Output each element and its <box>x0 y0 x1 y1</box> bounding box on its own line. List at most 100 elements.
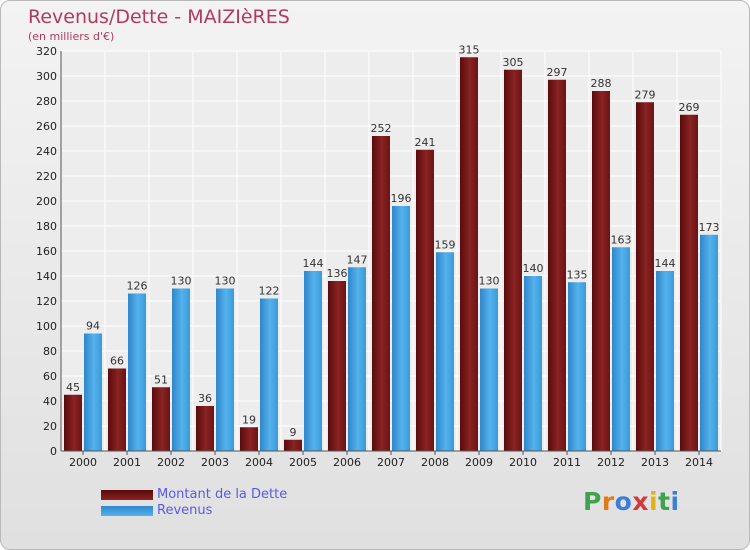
bar-revenus <box>172 288 190 451</box>
legend-label-dette: Montant de la Dette <box>157 487 288 502</box>
data-label-dette: 19 <box>242 413 256 426</box>
data-label-dette: 305 <box>503 56 524 69</box>
y-tick-label: 280 <box>36 95 57 108</box>
data-label-revenus: 196 <box>391 192 412 205</box>
data-label-dette: 36 <box>198 392 212 405</box>
data-label-dette: 252 <box>371 122 392 135</box>
data-label-dette: 45 <box>66 381 80 394</box>
y-tick-label: 260 <box>36 120 57 133</box>
x-tick-label: 2003 <box>201 456 229 469</box>
y-tick-label: 120 <box>36 295 57 308</box>
data-label-revenus: 135 <box>567 268 588 281</box>
data-label-revenus: 163 <box>611 233 632 246</box>
gridlines <box>60 50 722 452</box>
x-tick-label: 2014 <box>685 456 713 469</box>
x-tick-label: 2005 <box>289 456 317 469</box>
bar-dette <box>592 91 610 451</box>
data-label-dette: 136 <box>327 267 348 280</box>
bar-revenus <box>612 247 630 451</box>
bar-dette <box>328 281 346 451</box>
y-tick-label: 80 <box>43 345 57 358</box>
data-label-revenus: 130 <box>215 275 236 288</box>
y-tick-label: 140 <box>36 270 57 283</box>
y-tick-label: 200 <box>36 195 57 208</box>
proxiti-logo: Proxiti <box>583 487 680 516</box>
legend-swatch-revenus <box>101 506 153 516</box>
data-label-dette: 288 <box>591 77 612 90</box>
legend-label-revenus: Revenus <box>157 503 213 518</box>
data-label-dette: 279 <box>635 88 656 101</box>
x-tick-label: 2013 <box>641 456 669 469</box>
logo-letter: i <box>649 487 659 516</box>
data-label-dette: 315 <box>459 43 480 56</box>
bars: 4594661265113036130191229144136147252196… <box>64 43 720 451</box>
bar-revenus <box>436 252 454 451</box>
data-label-revenus: 159 <box>435 238 456 251</box>
bar-revenus <box>656 271 674 451</box>
bar-dette <box>372 136 390 451</box>
y-tick-label: 320 <box>36 45 57 58</box>
bar-dette <box>108 368 126 451</box>
x-tick-label: 2012 <box>597 456 625 469</box>
logo-letter: P <box>583 487 602 516</box>
logo-letter: x <box>632 487 649 516</box>
y-tick-label: 240 <box>36 145 57 158</box>
bar-revenus <box>260 298 278 451</box>
x-tick-label: 2009 <box>465 456 493 469</box>
data-label-revenus: 126 <box>127 280 148 293</box>
bar-revenus <box>216 288 234 451</box>
y-tick-label: 0 <box>50 445 57 458</box>
y-tick-label: 220 <box>36 170 57 183</box>
bar-revenus <box>700 234 718 451</box>
data-label-revenus: 147 <box>347 253 368 266</box>
bar-revenus <box>84 333 102 451</box>
data-label-dette: 297 <box>547 66 568 79</box>
x-tick-label: 2008 <box>421 456 449 469</box>
bar-revenus <box>348 267 366 451</box>
x-tick-label: 2002 <box>157 456 185 469</box>
bar-dette <box>284 439 302 451</box>
data-label-dette: 51 <box>154 373 168 386</box>
bar-revenus <box>392 206 410 451</box>
bar-dette <box>416 149 434 451</box>
bar-revenus <box>568 282 586 451</box>
bar-dette <box>548 79 566 451</box>
bar-dette <box>152 387 170 451</box>
data-label-dette: 241 <box>415 136 436 149</box>
data-label-dette: 269 <box>679 101 700 114</box>
bar-dette <box>64 394 82 451</box>
x-tick-label: 2011 <box>553 456 581 469</box>
x-tick-label: 2006 <box>333 456 361 469</box>
y-tick-label: 300 <box>36 70 57 83</box>
y-tick-label: 40 <box>43 395 57 408</box>
bar-dette <box>636 102 654 451</box>
data-label-revenus: 144 <box>303 257 324 270</box>
data-label-revenus: 94 <box>86 320 100 333</box>
bar-revenus <box>304 271 322 451</box>
x-tick-label: 2010 <box>509 456 537 469</box>
chart-subtitle: (en milliers d'€) <box>28 30 115 43</box>
bar-revenus <box>128 293 146 451</box>
bar-dette <box>680 114 698 451</box>
x-tick-label: 2000 <box>69 456 97 469</box>
data-label-revenus: 130 <box>479 275 500 288</box>
bar-revenus <box>524 276 542 451</box>
x-tick-label: 2001 <box>113 456 141 469</box>
y-tick-label: 100 <box>36 320 57 333</box>
logo-letter: i <box>670 487 680 516</box>
data-label-revenus: 130 <box>171 275 192 288</box>
bar-revenus <box>480 288 498 451</box>
axes: 0 20 40 60 80 100 120 140 160 180 200 220 240 260 280 3… <box>36 45 721 469</box>
logo-letter: t <box>658 487 671 516</box>
y-tick-label: 160 <box>36 245 57 258</box>
y-tick-label: 60 <box>43 370 57 383</box>
y-tick-label: 180 <box>36 220 57 233</box>
y-tick-label: 20 <box>43 420 57 433</box>
x-tick-label: 2007 <box>377 456 405 469</box>
bar-dette <box>504 69 522 451</box>
logo-letter: o <box>614 487 633 516</box>
data-label-revenus: 140 <box>523 262 544 275</box>
bar-dette <box>196 406 214 451</box>
